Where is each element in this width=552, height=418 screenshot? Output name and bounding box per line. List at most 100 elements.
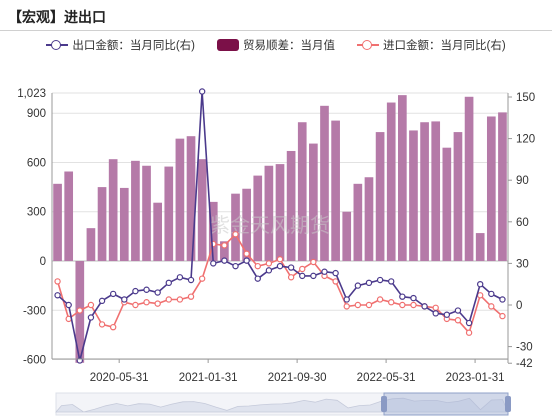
export-yoy-point (388, 278, 395, 285)
legend-item-export[interactable]: 出口金额：当月同比(右) (46, 37, 195, 53)
import-yoy-point (176, 296, 184, 303)
import-yoy-point (287, 274, 295, 281)
bar-trade-balance (386, 102, 396, 261)
export-yoy-point (176, 274, 184, 281)
export-yoy-point (109, 290, 117, 298)
import-yoy-point (410, 301, 417, 309)
left-tick-label: 300 (27, 207, 46, 219)
export-yoy-point (432, 310, 439, 317)
legend-export-label: 出口金额：当月同比(右) (72, 40, 195, 52)
x-tick-label: 2023-01-31 (446, 372, 505, 384)
export-yoy-point (87, 314, 95, 321)
left-tick-label: 900 (27, 108, 46, 120)
export-yoy-point (310, 272, 317, 280)
bar-trade-balance (286, 150, 296, 261)
right-tick-label: 90 (516, 175, 529, 187)
right-tick-label: 30 (516, 258, 529, 270)
import-yoy-point (432, 304, 439, 311)
export-yoy-point (354, 282, 362, 289)
zoom-slider-selection[interactable] (383, 392, 509, 416)
bar-trade-balance (398, 95, 407, 262)
import-yoy-point (132, 301, 139, 309)
watermark-text: 紫金天风期货 (210, 213, 330, 237)
import-yoy-point (109, 323, 117, 331)
import-yoy-point (187, 293, 195, 300)
import-yoy-point (165, 296, 172, 303)
bar-trade-balance (64, 171, 74, 261)
import-yoy-point (143, 299, 150, 306)
import-yoy-point (343, 303, 350, 310)
bar-trade-balance (119, 187, 129, 261)
import-yoy-point (499, 312, 506, 320)
bar-trade-balance (486, 116, 496, 261)
right-tick-label: -42 (516, 358, 533, 370)
left-tick-label: -600 (23, 355, 46, 367)
export-yoy-point (287, 264, 295, 271)
left-tick-label: 600 (27, 157, 46, 169)
export-yoy-point (476, 281, 484, 288)
import-yoy-point (488, 303, 495, 310)
x-tick-label: 2021-09-30 (268, 372, 327, 384)
legend-trade-balance-swatch (217, 39, 239, 51)
chart-legend: 出口金额：当月同比(右) 贸易顺差：当月值 进口金额：当月同比(右) (0, 37, 552, 53)
import-yoy-point (454, 317, 462, 324)
bar-trade-balance (175, 138, 185, 261)
bar-trade-balance (498, 112, 507, 261)
left-tick-label: 0 (40, 256, 46, 268)
legend-item-import[interactable]: 进口金额：当月同比(右) (357, 37, 506, 53)
export-yoy-point (154, 289, 161, 296)
bar-trade-balance (464, 96, 474, 261)
export-yoy-point (399, 293, 406, 300)
x-tick-label: 2020-05-31 (90, 372, 149, 384)
bar-trade-balance (264, 165, 274, 261)
export-yoy-point (187, 276, 195, 284)
export-yoy-point (499, 296, 506, 303)
import-yoy-point (299, 265, 306, 273)
export-yoy-point (143, 286, 150, 293)
export-yoy-point (65, 301, 72, 309)
export-yoy-point (421, 303, 428, 310)
left-tick-label: -300 (23, 305, 46, 317)
x-tick-label: 2021-01-31 (179, 372, 238, 384)
import-yoy-point (243, 250, 250, 257)
export-yoy-point (243, 257, 250, 264)
bar-trade-balance (331, 120, 340, 261)
export-yoy-point (221, 257, 228, 264)
x-tick-label: 2022-05-31 (357, 372, 416, 384)
title-divider (0, 30, 552, 31)
export-yoy-point (343, 296, 350, 303)
bar-trade-balance (108, 159, 118, 261)
right-tick-label: 150 (516, 92, 535, 104)
import-yoy-point (98, 321, 106, 328)
import-yoy-point (232, 231, 239, 238)
bar-trade-balance (342, 211, 352, 261)
import-yoy-point (76, 307, 84, 314)
import-yoy-point (376, 296, 384, 303)
bar-trade-balance (131, 160, 140, 261)
bar-trade-balance (220, 241, 229, 261)
export-yoy-point (321, 268, 328, 275)
bar-trade-balance (275, 164, 285, 261)
bar-trade-balance (208, 201, 218, 261)
export-yoy-point (121, 296, 128, 303)
export-yoy-point (98, 297, 106, 305)
export-yoy-point (265, 267, 273, 274)
import-yoy-point (332, 278, 339, 285)
export-yoy-point (488, 290, 495, 298)
export-yoy-point (198, 88, 206, 95)
zoom-slider-right-handle[interactable] (505, 396, 511, 412)
bar-trade-balance (475, 233, 485, 261)
bar-trade-balance (153, 202, 162, 261)
legend-import-swatch (357, 40, 379, 50)
legend-export-swatch (46, 40, 69, 50)
legend-item-trade-balance[interactable]: 贸易顺差：当月值 (217, 37, 335, 53)
bar-trade-balance (431, 121, 441, 262)
import-yoy-point (310, 258, 317, 266)
bar-trade-balance (375, 132, 385, 261)
bar-trade-balance (164, 166, 174, 261)
legend-trade-balance-label: 贸易顺差：当月值 (243, 40, 335, 52)
bar-trade-balance (53, 183, 62, 261)
bar-trade-balance (442, 147, 452, 261)
zoom-slider-left-handle[interactable] (381, 396, 387, 412)
import-yoy-point (221, 242, 228, 249)
